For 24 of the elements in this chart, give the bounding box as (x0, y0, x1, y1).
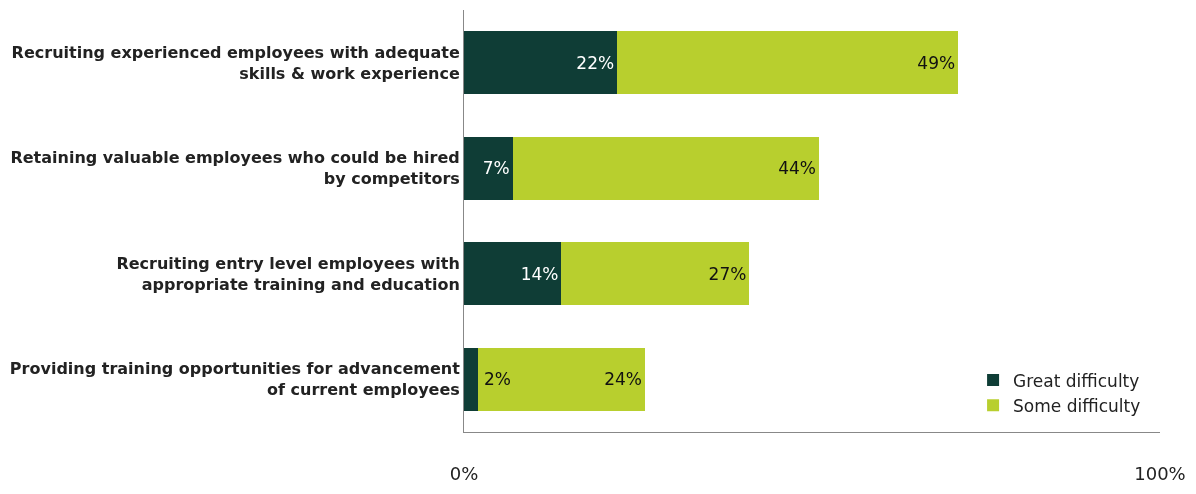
bar (464, 31, 618, 95)
data-label: 24% (604, 369, 642, 390)
x-tick-label: 100% (1134, 462, 1186, 484)
data-label: 2% (484, 369, 511, 389)
data-label: 7% (482, 158, 510, 179)
legend-label: Great difficulty (1013, 370, 1140, 391)
y-tick-label: Recruiting experienced employees with adequate skills & work experience (11, 42, 460, 83)
data-label: 14% (520, 263, 559, 284)
data-label: 44% (778, 158, 816, 179)
legend-label: Some difficulty (1013, 395, 1141, 416)
bar (617, 31, 959, 95)
bar (477, 347, 645, 411)
bar (512, 136, 819, 200)
bar (464, 347, 478, 411)
bar (464, 242, 562, 306)
y-tick-label: Retaining valuable employees who could be hired by competitors (10, 148, 460, 189)
data-label: 22% (576, 52, 615, 73)
x-tick-label: 0% (449, 462, 479, 484)
y-tick-label: Providing training opportunities for advancement of current employees (9, 359, 461, 400)
data-label: 49% (917, 52, 956, 73)
bar (561, 242, 750, 306)
y-tick-label: Recruiting entry level employees with appropriate training and education (116, 253, 460, 294)
bar (464, 136, 513, 200)
data-label: 27% (708, 263, 747, 284)
